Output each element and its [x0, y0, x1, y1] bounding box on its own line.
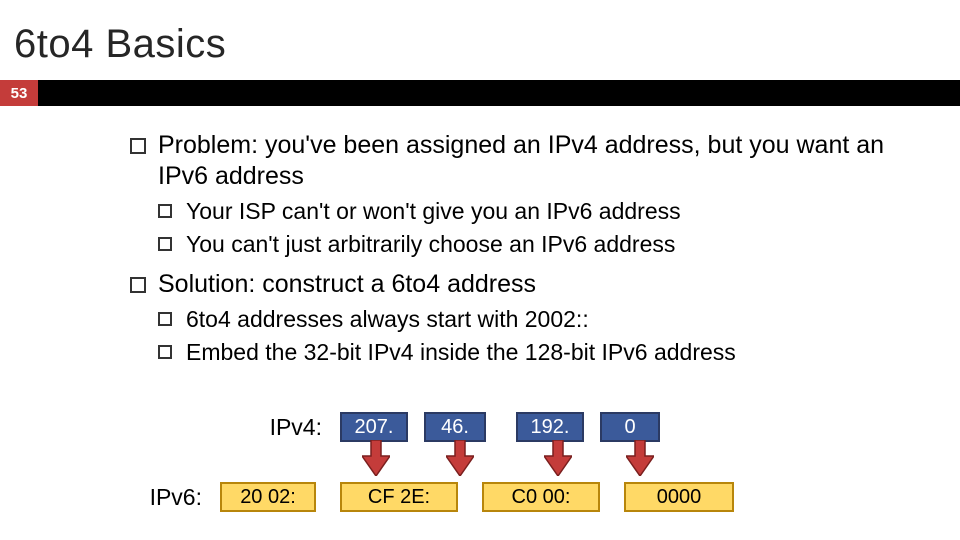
ipv6-hextet: C0 00: [482, 482, 600, 512]
bullet-problem: Problem: you've been assigned an IPv4 ad… [130, 130, 940, 191]
ipv4-octet: 46. [424, 412, 486, 442]
sub-bullet-text: Your ISP can't or won't give you an IPv6… [186, 197, 940, 226]
header-bar: 53 [0, 80, 960, 106]
bullet-problem-text: Problem: you've been assigned an IPv4 ad… [158, 130, 940, 191]
header-bar-fill [38, 80, 960, 106]
arrow-icon [362, 440, 390, 476]
arrow-icon [544, 440, 572, 476]
ipv6-label: IPv6: [140, 484, 202, 511]
sub-bullet-text: You can't just arbitrarily choose an IPv… [186, 230, 940, 259]
sub-bullet: 6to4 addresses always start with 2002:: [130, 305, 940, 334]
ipv4-label: IPv4: [260, 414, 322, 441]
sub-bullet: Embed the 32-bit IPv4 inside the 128-bit… [130, 338, 940, 367]
bullet-solution-text: Solution: construct a 6to4 address [158, 269, 940, 300]
page-number-badge: 53 [0, 80, 38, 106]
ipv6-hextet: CF 2E: [340, 482, 458, 512]
bullet-solution: Solution: construct a 6to4 address [130, 269, 940, 300]
ipv4-octet: 192. [516, 412, 584, 442]
ipv6-hextet: 0000 [624, 482, 734, 512]
address-diagram: IPv4: 207. 46. 192. 0 IPv6: 20 02: CF 2E… [140, 410, 950, 514]
arrow-icon [446, 440, 474, 476]
content-area: Problem: you've been assigned an IPv4 ad… [130, 130, 940, 367]
ipv4-row: IPv4: 207. 46. 192. 0 [260, 410, 950, 444]
sub-bullet-text: Embed the 32-bit IPv4 inside the 128-bit… [186, 338, 940, 367]
arrow-icon [626, 440, 654, 476]
ipv4-octet: 0 [600, 412, 660, 442]
ipv4-octet: 207. [340, 412, 408, 442]
slide-title: 6to4 Basics [14, 22, 226, 67]
sub-bullet: You can't just arbitrarily choose an IPv… [130, 230, 940, 259]
sub-bullet: Your ISP can't or won't give you an IPv6… [130, 197, 940, 226]
ipv6-row: IPv6: 20 02: CF 2E: C0 00: 0000 [140, 480, 950, 514]
ipv6-hextet: 20 02: [220, 482, 316, 512]
sub-bullet-text: 6to4 addresses always start with 2002:: [186, 305, 940, 334]
